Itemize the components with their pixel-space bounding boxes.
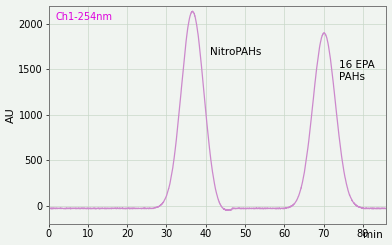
Text: NitroPAHs: NitroPAHs	[210, 47, 261, 57]
Text: min: min	[363, 230, 383, 240]
Text: Ch1-254nm: Ch1-254nm	[55, 12, 112, 22]
Y-axis label: AU: AU	[5, 107, 16, 122]
Text: 16 EPA
PAHs: 16 EPA PAHs	[339, 60, 375, 82]
